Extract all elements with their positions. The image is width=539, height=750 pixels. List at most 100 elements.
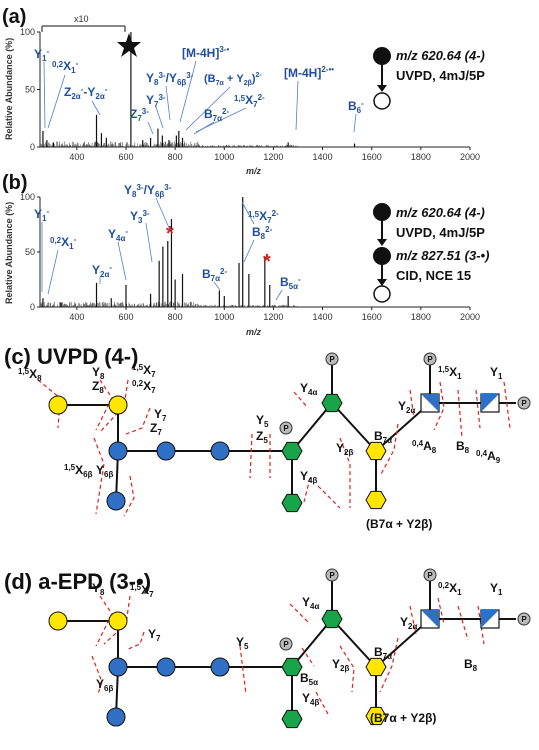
cleavage-line	[339, 645, 355, 693]
precursor-star-icon	[117, 33, 141, 57]
x-tick-label: 1600	[362, 312, 382, 322]
yellow-hexagon	[365, 657, 387, 677]
ann-a-z2a: Z2α--Y2α-	[64, 85, 108, 101]
spectrum-a: 0 50 100 400 600 800 1000 1200 1400 1600 1800 2000	[20, 27, 480, 162]
x-tick-label: 1000	[214, 152, 234, 162]
annotations-a: Y1- 0,2X1- Z2α--Y2α- Y83-/Y6β3- Y73- Z73…	[34, 45, 364, 135]
phosphate	[325, 352, 339, 366]
ann-b-02x1: 0,2X1-	[50, 235, 77, 251]
y-axis-label-a: Relative Abundance (%)	[4, 38, 14, 140]
ann-a-y8: Y83-/Y6β3-	[146, 71, 194, 87]
panel-c-bracket: (B7α + Y2β)	[366, 517, 432, 531]
asterisk-1: *	[166, 223, 174, 245]
x10-bracket: x10	[41, 14, 126, 32]
panel-d-bracket: (B7α + Y2β)	[370, 711, 436, 725]
bond	[291, 402, 333, 452]
ann-b-y4a: Y4α-	[108, 227, 128, 243]
scheme-b-method1: UVPD, 4mJ/5P	[396, 225, 485, 240]
lbl-c-x8: 1,5X8	[18, 367, 42, 383]
x-tick-label: 800	[168, 152, 183, 162]
lbl-c-z7: Z7	[150, 421, 162, 437]
x-tick-label: 400	[69, 312, 84, 322]
cleavage-line	[249, 433, 253, 479]
phosphate-label: P	[329, 355, 335, 364]
x-tick-label: 1400	[313, 152, 333, 162]
square-residue-half	[481, 610, 499, 628]
bond	[331, 402, 377, 452]
x-tick-label: 1000	[214, 312, 234, 322]
scheme-b: m/z 620.64 (4-) UVPD, 4mJ/5P m/z 827.51 …	[373, 203, 489, 303]
x-tick-label: 1200	[263, 312, 283, 322]
lbl-c-x1: 1,5X1	[438, 365, 462, 381]
x-tick-label: 1400	[313, 312, 333, 322]
lbl-c-z5: Z5	[256, 429, 268, 445]
ann-b-15x7: 1,5X72-	[248, 209, 279, 225]
scheme-a-mz: m/z 620.64 (4-)	[396, 48, 485, 63]
phosphate-label: P	[283, 424, 289, 433]
yellow-hexagon	[365, 706, 387, 726]
lbl-c-x7b: 0,2X7	[132, 379, 156, 395]
x-axis-label-a: m/z	[246, 166, 262, 176]
galactose	[108, 395, 128, 415]
phosphate-label: P	[329, 571, 335, 580]
hexnac-hexagon	[281, 441, 303, 461]
cleavage-line	[457, 389, 463, 439]
bond	[291, 618, 333, 668]
x-axis-label-b: m/z	[246, 327, 262, 337]
hexnac-hexagon	[281, 709, 303, 729]
square-residue-half	[421, 610, 439, 628]
cleavage-line	[99, 379, 129, 433]
lbl-c-y2a: Y2α	[398, 399, 415, 415]
y-tick-label: 50	[25, 247, 35, 257]
lbl-c-y4a: Y4α	[300, 381, 317, 397]
x-tick-label: 800	[168, 312, 183, 322]
ann-a-m4h2: [M-4H]2-••	[284, 65, 334, 80]
x-tick-label: 1200	[263, 152, 283, 162]
lbl-c-y5: Y5	[256, 413, 269, 429]
hexnac-hexagon	[281, 657, 303, 677]
cleavage-line	[293, 391, 309, 409]
glcnac-circle	[108, 657, 128, 677]
x-tick-label: 600	[118, 152, 133, 162]
panel-b-letter: (b)	[2, 172, 28, 194]
glcnac-circle	[108, 441, 128, 461]
ann-a-m4h3: [M-4H]3-•	[182, 45, 229, 60]
glcnac-circle	[156, 441, 176, 461]
y-tick-label: 100	[20, 27, 35, 37]
lbl-c-x6b: 1,5X6β	[64, 463, 93, 479]
ann-a-b7a: B7α2-	[204, 107, 229, 123]
phosphate-label: P	[283, 640, 289, 649]
lbl-c-y4b: Y4β	[300, 469, 317, 485]
x-tick-label: 400	[69, 152, 84, 162]
y-axis-label-b: Relative Abundance (%)	[4, 202, 14, 304]
phosphate	[423, 352, 437, 366]
glcnac-circle	[210, 657, 230, 677]
cleavage-line	[301, 647, 315, 667]
x10-label: x10	[74, 14, 89, 24]
cleavage-line	[91, 655, 103, 695]
cleavage-line	[339, 437, 351, 508]
glcnac-circle	[106, 707, 126, 727]
ann-b-b7a: B7α2-	[202, 267, 227, 283]
yellow-hexagon	[365, 490, 387, 510]
lbl-d-y4a: Y4α	[302, 595, 319, 611]
cleavage-line	[123, 475, 135, 517]
cleavage-line	[503, 381, 511, 429]
glcnac-circle	[106, 491, 126, 511]
lbl-d-b7a: B7α	[374, 645, 392, 661]
cleavage-line	[437, 597, 445, 625]
lbl-c-b7a: B7α	[374, 429, 392, 445]
galactose	[48, 395, 68, 415]
ann-b-b8: B82-	[252, 225, 273, 241]
cleavage-line	[409, 389, 415, 419]
lbl-c-b8: B8	[456, 439, 470, 455]
x-tick-label: 1800	[411, 152, 431, 162]
asterisk-2: *	[263, 251, 271, 273]
x-tick-label: 1600	[362, 152, 382, 162]
cleavage-line	[433, 381, 445, 431]
ann-b-y1: Y1-	[34, 207, 49, 223]
ann-a-z7: Z73-	[130, 107, 149, 123]
glcnac-circle	[156, 657, 176, 677]
